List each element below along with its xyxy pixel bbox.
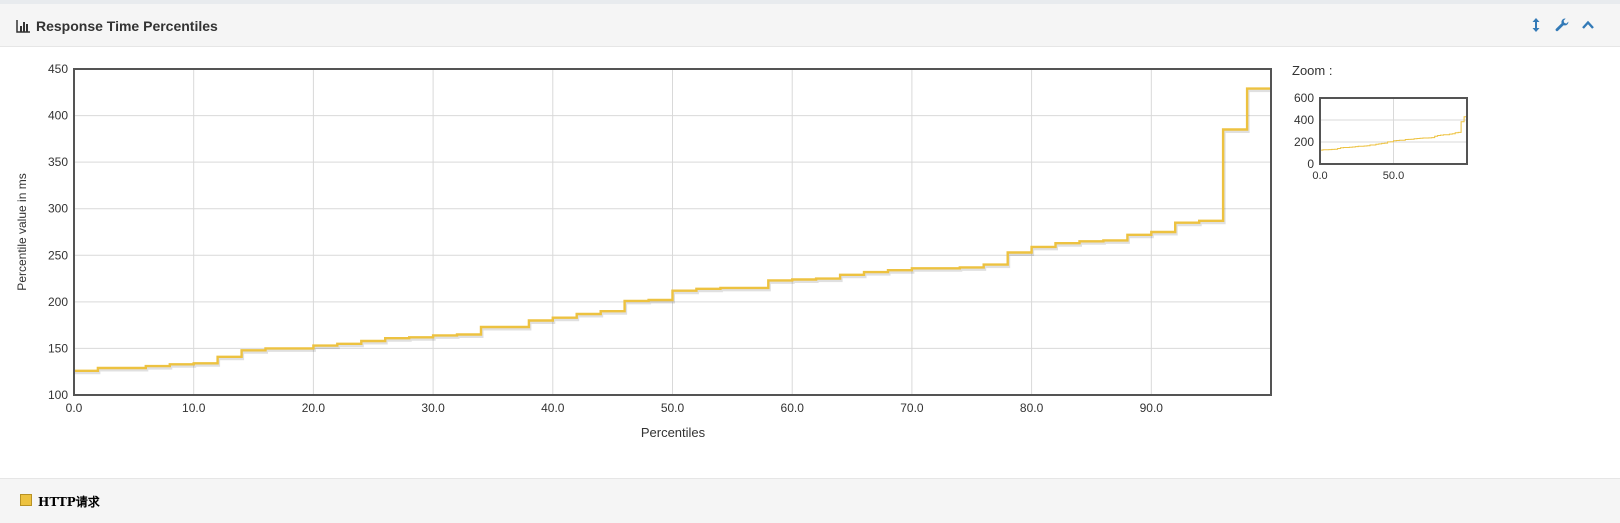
y-tick-label: 100	[48, 388, 68, 402]
zoom-frame	[1319, 97, 1468, 165]
x-axis-label: Percentiles	[641, 425, 706, 440]
zoom-label: Zoom :	[1292, 63, 1332, 78]
zoom-y-tick-label: 0	[1307, 157, 1314, 171]
legend-swatch[interactable]	[20, 494, 32, 506]
x-tick-label: 80.0	[1020, 401, 1044, 415]
y-tick-label: 250	[48, 248, 68, 262]
zoom-y-ticks: 0 200 400 600	[1294, 91, 1314, 171]
bar-chart-icon	[16, 20, 30, 33]
y-tick-label: 200	[48, 295, 68, 309]
x-tick-label: 0.0	[66, 401, 83, 415]
zoom-series-http	[1320, 116, 1467, 151]
x-tick-label: 50.0	[661, 401, 685, 415]
series-shadow	[75, 89, 1272, 375]
top-strip	[0, 0, 1620, 4]
panel-tools	[1528, 17, 1596, 33]
x-tick-label: 40.0	[541, 401, 565, 415]
zoom-y-tick-label: 200	[1294, 135, 1314, 149]
y-tick-label: 300	[48, 202, 68, 216]
zoom-y-tick-label: 600	[1294, 91, 1314, 105]
y-tick-label: 400	[48, 109, 68, 123]
zoom-x-tick-label: 0.0	[1312, 170, 1327, 182]
resize-vertical-icon[interactable]	[1528, 17, 1544, 33]
x-tick-label: 60.0	[781, 401, 805, 415]
zoom-x-tick-label: 50.0	[1383, 170, 1404, 182]
zoom-grid	[1319, 97, 1467, 165]
plot-frame	[73, 68, 1272, 396]
zoom-x-ticks: 0.0 50.0	[1312, 170, 1404, 182]
x-tick-label: 10.0	[182, 401, 206, 415]
main-grid	[73, 68, 1271, 396]
series-line-http	[74, 87, 1271, 372]
x-tick-label: 30.0	[421, 401, 445, 415]
series-line	[74, 87, 1272, 375]
y-tick-label: 150	[48, 341, 68, 355]
zoom-y-tick-label: 400	[1294, 113, 1314, 127]
legend-label-http[interactable]: HTTP请求	[38, 495, 100, 509]
wrench-icon[interactable]	[1554, 17, 1570, 33]
x-axis-ticks: 0.0 10.0 20.0 30.0 40.0 50.0 60.0 70.0 80.0 90.0	[66, 401, 1164, 415]
chevron-up-icon[interactable]	[1580, 17, 1596, 33]
x-tick-label: 70.0	[900, 401, 924, 415]
y-axis-label: Percentile value in ms	[15, 173, 29, 290]
y-tick-label: 450	[48, 62, 68, 76]
panel-header: Response Time Percentiles	[0, 4, 1620, 47]
y-tick-label: 350	[48, 155, 68, 169]
panel-title: Response Time Percentiles	[36, 18, 218, 34]
legend-bar: HTTP请求	[0, 478, 1620, 523]
zoom-series-line	[1320, 116, 1467, 151]
y-axis-ticks: 100 150 200 250 300 350 400 450	[48, 62, 68, 402]
chart-area: 100 150 200 250 300 350 400 450 0.0 10.0 20.0 30.0…	[15, 62, 1468, 440]
x-tick-label: 20.0	[302, 401, 326, 415]
x-tick-label: 90.0	[1140, 401, 1164, 415]
